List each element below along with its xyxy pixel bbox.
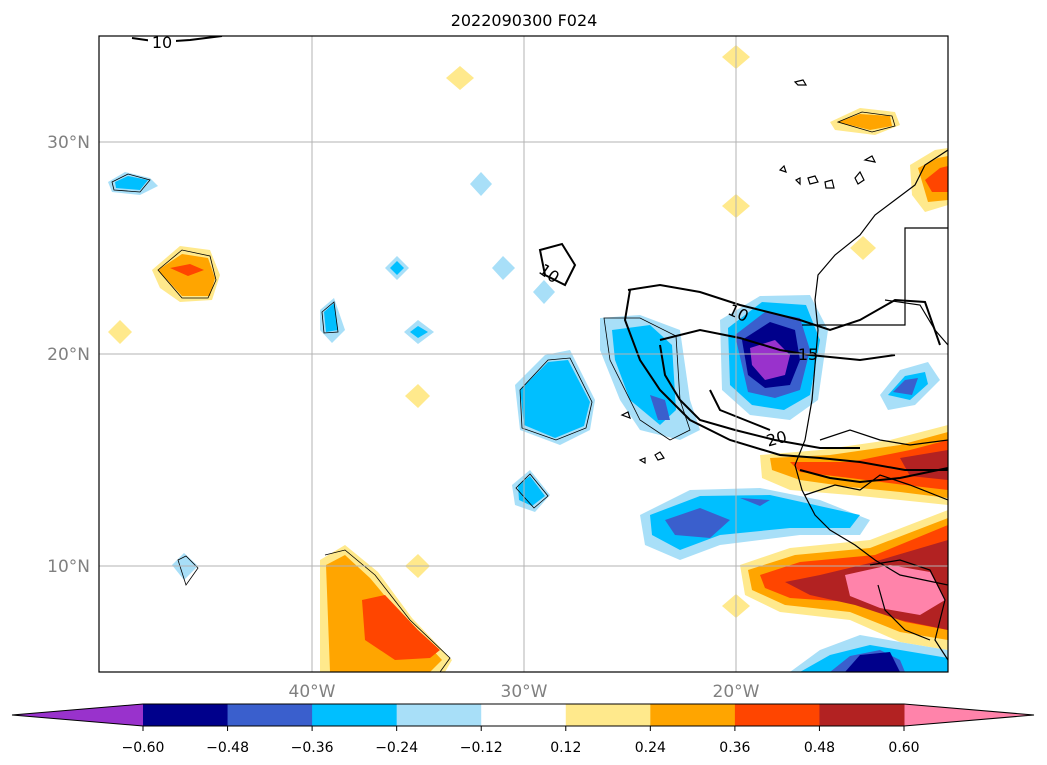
contour-15 <box>659 328 896 362</box>
colorbar: −0.60 −0.48 −0.36 −0.24 −0.12 0.12 0.24 0.36 0.4… <box>11 703 1035 756</box>
negative-region-midatlantic-core <box>520 360 590 438</box>
positive-spot-7 <box>850 236 876 260</box>
contour-10-midatlantic <box>538 242 577 287</box>
canary-islands <box>778 79 877 189</box>
contour-lines <box>131 36 948 484</box>
positive-band-sahel-strong <box>900 450 948 480</box>
border-mauritania <box>885 227 948 326</box>
west-africa-coastline <box>794 149 948 586</box>
positive-region-gulf-max <box>845 565 945 615</box>
lat-label: 30°N <box>47 133 90 153</box>
lat-label: 20°N <box>47 345 90 365</box>
positive-region-canaries-core <box>838 114 892 130</box>
lon-label: 40°W <box>289 682 336 702</box>
contour-10-south <box>623 289 948 471</box>
negative-band-south-inner-2 <box>740 498 770 506</box>
outline-3 <box>321 301 339 334</box>
negative-spot-4-core <box>410 326 428 338</box>
contour-label: 15 <box>798 345 818 364</box>
contour-20 <box>709 389 771 431</box>
anomaly-outlines <box>111 111 896 672</box>
border-senegal <box>819 429 948 446</box>
border-liberia <box>877 584 931 641</box>
negative-region-west-africa-inner <box>650 395 670 420</box>
positive-region-southwest-inner <box>362 595 440 660</box>
positive-spot-2 <box>405 384 430 408</box>
figure-title: 2022090300 F024 <box>451 11 598 30</box>
colorbar-tick-label: 0.60 <box>888 740 919 756</box>
negative-region-small-1-core <box>518 476 545 506</box>
positive-region-west-inner <box>170 264 204 276</box>
colorbar-tick-label: 0.36 <box>719 740 750 756</box>
contour-label: 20 <box>764 427 789 451</box>
lon-label: 20°W <box>713 682 760 702</box>
colorbar-segment <box>819 704 905 726</box>
colorbar-segment <box>312 704 398 726</box>
lat-label: 10°N <box>47 557 90 577</box>
colorbar-extend-under <box>12 704 143 726</box>
colorbar-segment <box>227 704 313 726</box>
contour-sahel <box>799 467 948 484</box>
map-frame <box>98 35 949 673</box>
lon-label: 30°W <box>501 682 548 702</box>
colorbar-tick-label: −0.12 <box>460 740 503 756</box>
negative-spot-7 <box>533 280 555 304</box>
outline-7 <box>177 555 199 586</box>
coastlines <box>620 79 948 661</box>
colorbar-tick-label: −0.24 <box>375 740 418 756</box>
negative-band-south-inner <box>665 508 730 538</box>
outline-1 <box>111 173 151 193</box>
outline-8 <box>836 111 896 133</box>
colorbar-segment <box>396 704 482 726</box>
colorbar-segment <box>481 704 567 726</box>
border-guinea <box>804 474 948 501</box>
colorbar-segment <box>143 704 229 726</box>
gridlines <box>99 36 948 672</box>
map-area: 10 10 10 15 20 <box>99 33 948 672</box>
positive-band-sahel-inner <box>790 440 948 490</box>
colorbar-segment <box>650 704 736 726</box>
outline-6 <box>324 549 451 672</box>
contour-10-main <box>627 283 941 346</box>
positive-region-northeast-inner <box>925 166 948 192</box>
outline-4 <box>519 357 593 441</box>
colorbar-tick-label: −0.48 <box>206 740 249 756</box>
negative-spot-1-core <box>115 176 148 190</box>
negative-spot-3-core <box>390 261 404 275</box>
outline-5 <box>603 317 691 441</box>
longitude-labels: 40°W 30°W 20°W <box>289 682 760 702</box>
negative-spot-5 <box>470 172 492 196</box>
cape-verde-islands <box>620 411 665 465</box>
border-mali <box>884 299 948 346</box>
contour-label: 10 <box>152 33 172 52</box>
colorbar-segment <box>565 704 651 726</box>
colorbar-tick-label: 0.12 <box>550 740 581 756</box>
latitude-labels: 30°N 20°N 10°N <box>47 133 90 577</box>
outline-9 <box>515 473 549 509</box>
colorbar-extend-over <box>904 704 1034 726</box>
negative-region-bottom-navy <box>845 652 900 672</box>
colorbar-tick-label: −0.60 <box>122 740 165 756</box>
positive-spot-4 <box>446 66 474 90</box>
outline-2 <box>157 249 217 299</box>
colorbar-tick-label: −0.36 <box>291 740 334 756</box>
positive-spot-1 <box>108 320 132 344</box>
border-cote-divoire <box>869 559 948 661</box>
colorbar-segment <box>734 704 820 726</box>
contour-15-lower <box>659 344 860 449</box>
colorbar-tick-label: 0.24 <box>635 740 666 756</box>
negative-spot-2-core <box>324 303 338 332</box>
negative-spot-6 <box>492 256 515 280</box>
colorbar-tick-label: 0.48 <box>804 740 835 756</box>
negative-region-mali-inner <box>893 378 918 395</box>
